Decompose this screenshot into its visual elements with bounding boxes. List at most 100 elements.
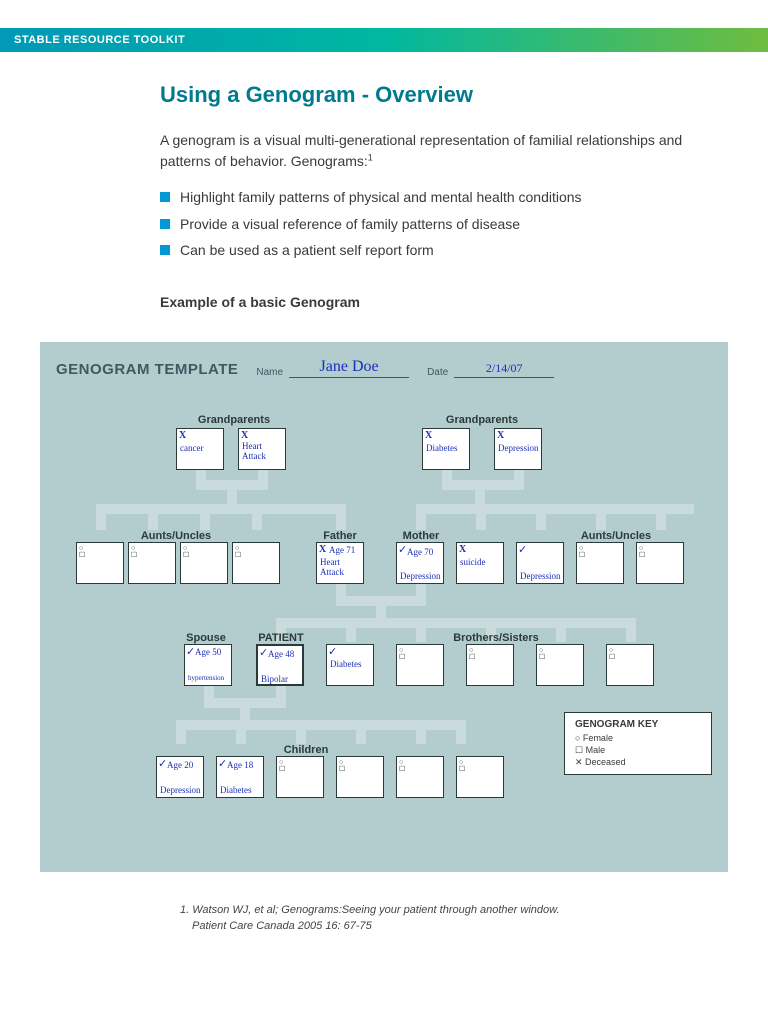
- deceased-mark: X: [497, 430, 504, 441]
- box-text: Depression: [160, 785, 201, 795]
- date-label: Date: [427, 367, 448, 378]
- deceased-mark: X: [179, 430, 186, 441]
- box-text: hypertension: [188, 673, 229, 683]
- connector: [336, 512, 346, 530]
- citation-line1: 1. Watson WJ, et al; Genograms:Seeing yo…: [180, 904, 560, 916]
- box-gp-l2: X Heart Attack: [238, 428, 286, 470]
- deceased-mark: X: [425, 430, 432, 441]
- gender-symbols: ○☐: [79, 545, 85, 559]
- box-gp-r1: X Diabetes: [422, 428, 470, 470]
- template-title: GENOGRAM TEMPLATE: [56, 361, 238, 378]
- check-mark: ✓: [186, 645, 195, 658]
- label-children: Children: [284, 744, 329, 756]
- connector: [296, 728, 306, 744]
- box-aunt-r2: ✓ Depression: [516, 542, 564, 584]
- name-label: Name: [256, 367, 283, 378]
- connector: [556, 626, 566, 642]
- connector: [656, 512, 666, 530]
- box-text: Attack: [242, 451, 283, 461]
- box-child1: ✓ Age 20 Depression: [156, 756, 204, 798]
- label-grandparents-left: Grandparents: [198, 414, 270, 426]
- connector: [346, 626, 356, 642]
- gender-symbols: ○☐: [469, 647, 475, 661]
- connector: [536, 512, 546, 530]
- example-heading: Example of a basic Genogram: [160, 294, 728, 310]
- connector: [356, 728, 366, 744]
- box-text: Age 70: [407, 547, 441, 557]
- label-aunts-right: Aunts/Uncles: [581, 530, 651, 542]
- box-aunt-r1: X suicide: [456, 542, 504, 584]
- connector: [176, 728, 186, 744]
- date-value: 2/14/07: [454, 361, 554, 378]
- label-mother: Mother: [403, 530, 440, 542]
- box-aunt-l: ○☐: [232, 542, 280, 584]
- box-text: suicide: [460, 557, 501, 567]
- connector: [96, 512, 106, 530]
- check-mark: ✓: [259, 646, 268, 659]
- connector: [200, 512, 210, 530]
- bullet-item: Highlight family patterns of physical an…: [160, 184, 728, 211]
- connector: [416, 504, 694, 514]
- box-gp-l1: X cancer: [176, 428, 224, 470]
- gender-symbols: ○☐: [399, 647, 405, 661]
- box-sibling: ○☐: [606, 644, 654, 686]
- gender-symbols: ○☐: [539, 647, 545, 661]
- gender-symbols: ○☐: [339, 759, 345, 773]
- label-patient: PATIENT: [258, 632, 303, 644]
- content-area: Using a Genogram - Overview A genogram i…: [0, 52, 768, 342]
- connector: [96, 504, 346, 514]
- key-male: ☐ Male: [575, 744, 701, 756]
- box-text: Heart: [242, 441, 283, 451]
- box-father: X Age 71 Heart Attack: [316, 542, 364, 584]
- label-father: Father: [323, 530, 357, 542]
- connector: [416, 728, 426, 744]
- connector: [416, 512, 426, 530]
- label-spouse: Spouse: [186, 632, 226, 644]
- box-sibling: ○☐: [466, 644, 514, 686]
- diagram: Grandparents Grandparents X cancer X Hea…: [56, 392, 712, 832]
- box-text: Age 71: [329, 545, 361, 555]
- box-text: Diabetes: [220, 785, 261, 795]
- box-text: Depression: [400, 571, 441, 581]
- box-aunt-l: ○☐: [180, 542, 228, 584]
- box-sibling: ✓ Diabetes: [326, 644, 374, 686]
- box-text: Diabetes: [426, 443, 467, 453]
- connector: [456, 728, 466, 744]
- box-text: Age 50: [195, 647, 229, 657]
- bullet-item: Can be used as a patient self report for…: [160, 237, 728, 264]
- box-sibling: ○☐: [396, 644, 444, 686]
- box-aunt-l: ○☐: [128, 542, 176, 584]
- gender-symbols: ○☐: [399, 759, 405, 773]
- page-title: Using a Genogram - Overview: [160, 82, 728, 108]
- box-text: cancer: [180, 443, 221, 453]
- box-aunt-r: ○☐: [576, 542, 624, 584]
- label-aunts-left: Aunts/Uncles: [141, 530, 211, 542]
- connector: [596, 512, 606, 530]
- deceased-mark: X: [459, 544, 466, 555]
- intro-text: A genogram is a visual multi-generationa…: [160, 130, 728, 172]
- name-value: Jane Doe: [289, 358, 409, 378]
- gender-symbols: ○☐: [459, 759, 465, 773]
- box-text: Diabetes: [330, 659, 371, 669]
- gender-symbols: ○☐: [579, 545, 585, 559]
- label-siblings: Brothers/Sisters: [453, 632, 539, 644]
- box-spouse: ✓ Age 50 hypertension: [184, 644, 232, 686]
- gender-symbols: ○☐: [183, 545, 189, 559]
- box-aunt-l: ○☐: [76, 542, 124, 584]
- citation: 1. Watson WJ, et al; Genograms:Seeing yo…: [180, 902, 728, 935]
- genogram-key: GENOGRAM KEY ○ Female ☐ Male ✕ Deceased: [564, 712, 712, 775]
- connector: [276, 618, 636, 628]
- box-text: Bipolar: [261, 674, 300, 684]
- box-text: Depression: [520, 571, 561, 581]
- bullet-list: Highlight family patterns of physical an…: [160, 184, 728, 264]
- genogram-template: GENOGRAM TEMPLATE Name Jane Doe Date 2/1…: [40, 342, 728, 872]
- check-mark: ✓: [398, 543, 407, 556]
- key-deceased: ✕ Deceased: [575, 756, 701, 768]
- intro-body: A genogram is a visual multi-generationa…: [160, 132, 682, 169]
- box-child: ○☐: [456, 756, 504, 798]
- gender-symbols: ○☐: [279, 759, 285, 773]
- gender-symbols: ○☐: [131, 545, 137, 559]
- name-field: Name Jane Doe: [256, 358, 409, 378]
- box-text: Attack: [320, 567, 361, 577]
- gender-symbols: ○☐: [235, 545, 241, 559]
